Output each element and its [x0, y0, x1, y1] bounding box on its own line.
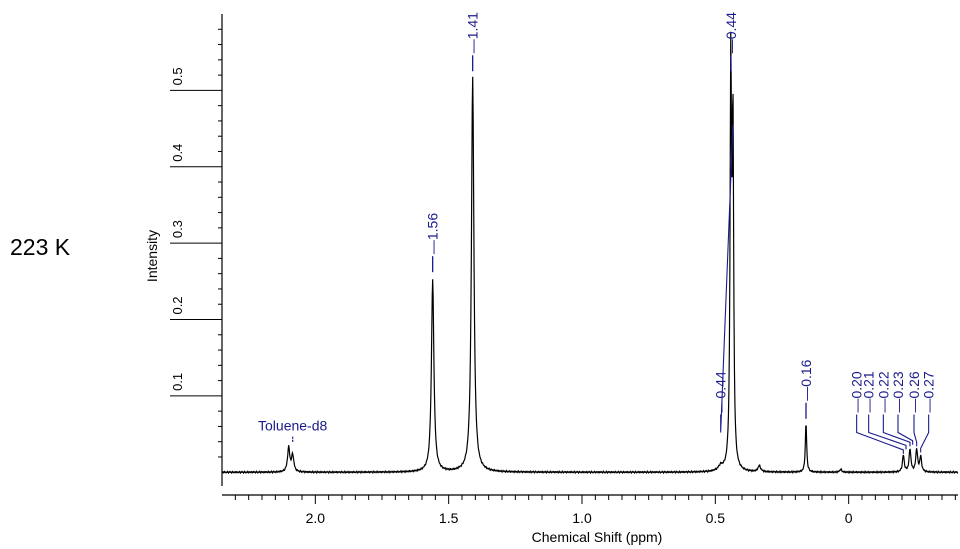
peak-marker-line [913, 414, 918, 447]
y-axis: 0.1 0.2 0.3 0.4 0.5 [170, 14, 223, 486]
x-tick-label: 1.5 [439, 510, 459, 526]
peak-label: —1.56 [425, 213, 441, 254]
x-axis-title: Chemical Shift (ppm) [532, 529, 663, 545]
peak-label: —0.22 [875, 371, 891, 412]
peak-label: —0.23 [890, 371, 906, 412]
x-tick-label: 0 [845, 510, 853, 526]
x-tick-label: 0.5 [706, 510, 726, 526]
spectrum-line [221, 31, 959, 475]
annotation-label: Toluene-d8 [258, 418, 327, 434]
peak-marker-line [720, 124, 734, 433]
x-tick-label: 1.0 [572, 510, 592, 526]
peak-label: —0.16 [798, 359, 814, 400]
peak-label: —0.26 [906, 371, 922, 412]
peak-label: —0.20 [849, 371, 865, 412]
peak-marker-line [882, 414, 911, 447]
peak-label: —0.27 [921, 371, 937, 412]
y-tick-label: 0.4 [170, 144, 185, 162]
y-tick-label: 0.2 [170, 296, 185, 314]
peak-label: —0.21 [861, 371, 877, 412]
peak-label: —1.41 [465, 12, 481, 53]
x-axis: 2.0 1.5 1.0 0.5 0 [222, 494, 958, 526]
peak-label: —0.44 [713, 371, 729, 412]
temperature-label: 223 K [10, 234, 71, 260]
peak-marker-line [856, 414, 904, 454]
peak-marker-line [897, 414, 914, 445]
annotations: Toluene-d8 [258, 418, 328, 442]
peak-labels: —1.56 —1.41 —0.44 —0.44 —0.16 —0.20—0.21—0.22… [425, 12, 937, 454]
peak-label: —0.44 [723, 12, 739, 53]
peak-marker-line [920, 414, 930, 453]
y-tick-label: 0.3 [170, 220, 185, 238]
peak-marker-line [868, 414, 907, 450]
y-tick-label: 0.1 [170, 373, 185, 391]
y-tick-label: 0.5 [170, 67, 185, 85]
y-axis-title: Intensity [144, 230, 160, 282]
x-tick-label: 2.0 [306, 510, 326, 526]
